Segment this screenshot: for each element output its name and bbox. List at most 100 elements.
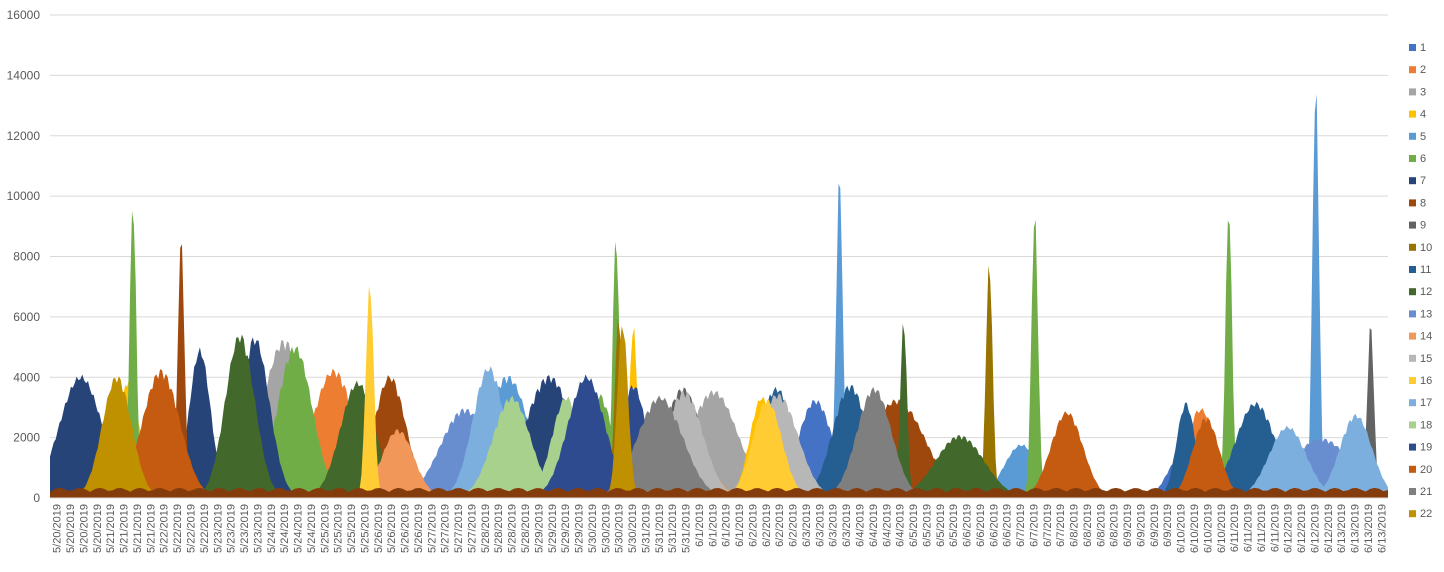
x-tick-label: 5/30/2019 bbox=[587, 504, 599, 553]
x-tick-label: 5/28/2019 bbox=[493, 504, 505, 553]
x-tick-label: 5/27/2019 bbox=[453, 504, 465, 553]
x-tick-label: 6/4/2019 bbox=[895, 504, 907, 547]
legend-item: 1 bbox=[1409, 42, 1426, 54]
legend-swatch bbox=[1409, 266, 1416, 273]
x-tick-label: 6/2/2019 bbox=[748, 504, 760, 547]
series-20-area bbox=[1018, 411, 1115, 498]
y-axis-tick-labels: 0 2000 4000 6000 8000 10000 12000 14000 16000 bbox=[7, 8, 41, 505]
x-tick-label: 6/1/2019 bbox=[734, 504, 746, 547]
x-tick-label: 5/31/2019 bbox=[640, 504, 652, 553]
x-tick-label: 6/4/2019 bbox=[855, 504, 867, 547]
legend-label: 1 bbox=[1420, 42, 1426, 54]
series-17-area bbox=[1307, 413, 1388, 498]
legend-item: 6 bbox=[1409, 153, 1426, 165]
legend-label: 11 bbox=[1420, 264, 1431, 276]
series-18-area bbox=[455, 395, 568, 498]
x-tick-label: 6/9/2019 bbox=[1122, 504, 1134, 547]
x-tick-label: 5/28/2019 bbox=[480, 504, 492, 553]
x-tick-label: 5/23/2019 bbox=[252, 504, 264, 553]
x-tick-label: 6/4/2019 bbox=[881, 504, 893, 547]
y-tick-label: 16000 bbox=[7, 8, 41, 22]
series-17-area bbox=[1231, 425, 1344, 498]
x-tick-label: 5/27/2019 bbox=[426, 504, 438, 553]
legend-item: 9 bbox=[1409, 220, 1426, 232]
legend-label: 4 bbox=[1420, 109, 1426, 121]
x-tick-label: 5/26/2019 bbox=[386, 504, 398, 553]
x-tick-label: 6/10/2019 bbox=[1202, 504, 1214, 553]
series-21-area bbox=[822, 386, 927, 498]
series-7-area bbox=[50, 374, 145, 498]
x-tick-label: 6/9/2019 bbox=[1149, 504, 1161, 547]
y-tick-label: 14000 bbox=[7, 68, 41, 82]
series-6-area bbox=[1218, 220, 1239, 499]
y-tick-label: 10000 bbox=[7, 189, 41, 203]
x-tick-label: 5/24/2019 bbox=[306, 504, 318, 553]
x-tick-label: 5/22/2019 bbox=[186, 504, 198, 553]
legend-swatch bbox=[1409, 421, 1416, 429]
x-tick-label: 5/24/2019 bbox=[279, 504, 291, 553]
x-tick-label: 5/20/2019 bbox=[92, 504, 104, 553]
x-tick-label: 6/11/2019 bbox=[1229, 504, 1241, 552]
legend-label: 13 bbox=[1420, 308, 1432, 320]
x-tick-label: 5/21/2019 bbox=[105, 504, 117, 553]
x-tick-label: 6/1/2019 bbox=[707, 504, 719, 547]
legend-item: 19 bbox=[1409, 442, 1432, 454]
legend-label: 19 bbox=[1420, 442, 1432, 454]
legend-label: 5 bbox=[1420, 131, 1426, 143]
series-6-area bbox=[1024, 219, 1045, 498]
legend-label: 10 bbox=[1420, 242, 1432, 254]
legend-swatch bbox=[1409, 199, 1416, 207]
x-tick-label: 6/12/2019 bbox=[1309, 504, 1321, 553]
x-tick-label: 6/8/2019 bbox=[1069, 504, 1081, 547]
legend-swatch bbox=[1409, 132, 1416, 140]
legend-swatch bbox=[1409, 377, 1416, 384]
y-tick-label: 4000 bbox=[13, 370, 40, 384]
legend-item: 21 bbox=[1409, 486, 1432, 498]
series-5-area bbox=[1305, 94, 1326, 498]
x-tick-label: 5/20/2019 bbox=[65, 504, 77, 553]
legend-label: 12 bbox=[1420, 286, 1432, 298]
x-tick-label: 5/25/2019 bbox=[359, 504, 371, 553]
x-tick-label: 5/31/2019 bbox=[667, 504, 679, 553]
x-tick-label: 5/21/2019 bbox=[119, 504, 131, 553]
x-tick-label: 5/30/2019 bbox=[600, 504, 612, 553]
x-tick-label: 5/27/2019 bbox=[467, 504, 479, 553]
x-tick-label: 6/6/2019 bbox=[988, 504, 1000, 547]
x-tick-label: 6/10/2019 bbox=[1176, 504, 1188, 553]
x-tick-label: 6/13/2019 bbox=[1376, 504, 1388, 553]
x-tick-label: 6/2/2019 bbox=[788, 504, 800, 547]
x-tick-label: 6/13/2019 bbox=[1363, 504, 1375, 553]
x-tick-label: 5/30/2019 bbox=[627, 504, 639, 553]
x-tick-label: 5/26/2019 bbox=[413, 504, 425, 553]
series-12-area bbox=[893, 323, 914, 498]
x-tick-label: 6/12/2019 bbox=[1323, 504, 1335, 553]
legend-item: 5 bbox=[1409, 131, 1426, 143]
x-tick-label: 5/23/2019 bbox=[212, 504, 224, 553]
series-16-area bbox=[723, 399, 812, 498]
series-10-area bbox=[979, 265, 1000, 498]
y-tick-label: 2000 bbox=[13, 431, 40, 445]
x-tick-label: 6/3/2019 bbox=[814, 504, 826, 547]
x-tick-label: 6/3/2019 bbox=[828, 504, 840, 547]
x-axis-tick-labels: 5/20/2019 5/20/2019 5/20/2019 5/20/2019 5/21… bbox=[52, 504, 1389, 553]
series-22-area bbox=[606, 326, 639, 498]
legend-swatch bbox=[1409, 44, 1416, 51]
x-tick-label: 5/27/2019 bbox=[440, 504, 452, 553]
legend-item: 2 bbox=[1409, 64, 1426, 76]
x-tick-label: 5/29/2019 bbox=[560, 504, 572, 553]
legend-label: 3 bbox=[1420, 86, 1426, 98]
legend-item: 20 bbox=[1409, 464, 1432, 476]
x-tick-label: 6/13/2019 bbox=[1336, 504, 1348, 553]
legend-swatch bbox=[1409, 354, 1416, 362]
series-12-area bbox=[195, 334, 285, 498]
legend-swatch bbox=[1409, 88, 1416, 96]
x-tick-label: 6/7/2019 bbox=[1028, 504, 1040, 547]
x-tick-label: 6/5/2019 bbox=[948, 504, 960, 547]
legend-swatch bbox=[1409, 288, 1416, 296]
legend-label: 6 bbox=[1420, 153, 1426, 165]
x-tick-label: 5/24/2019 bbox=[293, 504, 305, 553]
x-tick-label: 5/25/2019 bbox=[346, 504, 358, 553]
legend-swatch bbox=[1409, 243, 1416, 251]
